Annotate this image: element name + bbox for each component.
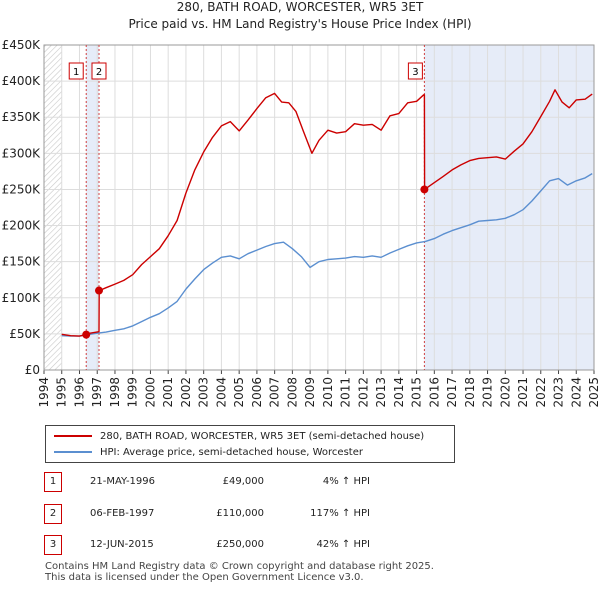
y-tick-label: £100K	[2, 291, 42, 305]
sale-price: £110,000	[216, 508, 264, 519]
price-chart: 280, BATH ROAD, WORCESTER, WR5 3ET Price…	[2, 0, 600, 408]
sale-date: 12-JUN-2015	[90, 539, 154, 550]
x-tick-label: 2021	[516, 377, 530, 408]
series-line-hpi	[61, 173, 593, 337]
x-tick-label: 2002	[179, 377, 193, 408]
x-tick-label: 2014	[392, 377, 406, 408]
legend-item-property: 280, BATH ROAD, WORCESTER, WR5 3ET (semi…	[54, 428, 424, 444]
x-tick-label: 2012	[356, 377, 370, 408]
legend-swatch-property	[54, 435, 92, 437]
legend-swatch-hpi	[54, 451, 92, 453]
x-tick-label: 2007	[268, 377, 282, 408]
sale-label-box	[407, 62, 423, 80]
legend-label-property: 280, BATH ROAD, WORCESTER, WR5 3ET (semi…	[100, 430, 425, 442]
y-tick-label: £300K	[2, 146, 42, 160]
sale-label-number: 2	[96, 67, 102, 78]
y-tick-label: £350K	[2, 110, 42, 124]
x-tick-label: 2000	[143, 377, 157, 408]
sale-point	[95, 286, 103, 295]
x-tick-label: 2018	[463, 377, 477, 408]
x-tick-label: 1998	[108, 377, 122, 408]
y-tick-label: £400K	[2, 74, 42, 88]
legend: 280, BATH ROAD, WORCESTER, WR5 3ET (semi…	[45, 425, 455, 463]
x-tick-label: 2009	[303, 377, 317, 408]
x-tick-label: 2003	[197, 377, 211, 408]
x-tick-label: 2016	[427, 377, 441, 408]
x-tick-label: 2017	[445, 377, 459, 408]
footer-copyright: Contains HM Land Registry data © Crown c…	[45, 561, 434, 572]
x-tick-label: 2004	[214, 377, 228, 408]
x-tick-label: 2013	[374, 377, 388, 408]
footer: Contains HM Land Registry data © Crown c…	[45, 561, 434, 583]
sale-hpi-change: 42% ↑ HPI	[316, 539, 370, 550]
footer-license: This data is licensed under the Open Gov…	[45, 572, 364, 583]
x-tick-label: 2022	[534, 377, 548, 408]
sale-hpi-change: 117% ↑ HPI	[310, 508, 370, 519]
x-tick-label: 2011	[339, 377, 353, 408]
chart-subtitle: Price paid vs. HM Land Registry's House …	[128, 17, 471, 31]
y-tick-label: £150K	[2, 255, 42, 269]
sale-point	[82, 330, 91, 339]
shade-region-after-sale-3	[424, 45, 594, 370]
chart-title: 280, BATH ROAD, WORCESTER, WR5 3ET	[177, 0, 424, 14]
y-tick-label: £50K	[9, 327, 41, 341]
sale-row: 2 06-FEB-1997 £110,000 117% ↑ HPI	[44, 504, 464, 526]
hatch-region-start	[44, 45, 62, 370]
plot-frame	[43, 44, 595, 371]
x-tick-label: 2015	[410, 377, 424, 408]
sale-row: 1 21-MAY-1996 £49,000 4% ↑ HPI	[44, 472, 464, 494]
y-tick-label: £250K	[2, 182, 42, 196]
x-tick-label: 2023	[552, 377, 566, 408]
sale-hpi-change: 4% ↑ HPI	[322, 476, 370, 487]
sale-badge: 3	[44, 535, 62, 555]
series-line-property	[61, 89, 593, 337]
x-tick-label: 2024	[569, 377, 583, 408]
sale-label-box	[68, 62, 84, 80]
sale-label-number: 3	[412, 67, 418, 78]
sale-badge: 2	[44, 504, 62, 524]
x-tick-label: 2006	[250, 377, 264, 408]
sale-date: 21-MAY-1996	[90, 476, 156, 487]
sale-label-box	[91, 62, 107, 80]
x-tick-label: 2025	[587, 377, 600, 408]
sale-row: 3 12-JUN-2015 £250,000 42% ↑ HPI	[44, 535, 464, 557]
x-tick-label: 1997	[90, 377, 104, 408]
x-tick-label: 2005	[232, 377, 246, 408]
sale-point	[420, 185, 429, 194]
x-tick-label: 1999	[126, 377, 140, 408]
sale-badge: 1	[44, 472, 62, 492]
y-tick-label: £200K	[2, 219, 42, 233]
y-tick-label: £450K	[2, 38, 42, 52]
x-tick-label: 2001	[161, 377, 175, 408]
y-tick-label: £0	[25, 363, 40, 377]
legend-label-hpi: HPI: Average price, semi-detached house,…	[100, 446, 363, 458]
sale-date: 06-FEB-1997	[90, 508, 155, 519]
x-tick-label: 1996	[72, 377, 86, 408]
x-tick-label: 2008	[285, 377, 299, 408]
x-tick-label: 2010	[321, 377, 335, 408]
x-tick-label: 2020	[498, 377, 512, 408]
sale-label-number: 1	[73, 67, 79, 78]
legend-item-hpi: HPI: Average price, semi-detached house,…	[54, 444, 363, 460]
x-tick-label: 1994	[37, 377, 51, 408]
sale-price: £49,000	[222, 476, 264, 487]
x-tick-label: 2019	[481, 377, 495, 408]
sale-price: £250,000	[216, 539, 264, 550]
x-tick-label: 1995	[55, 377, 69, 408]
